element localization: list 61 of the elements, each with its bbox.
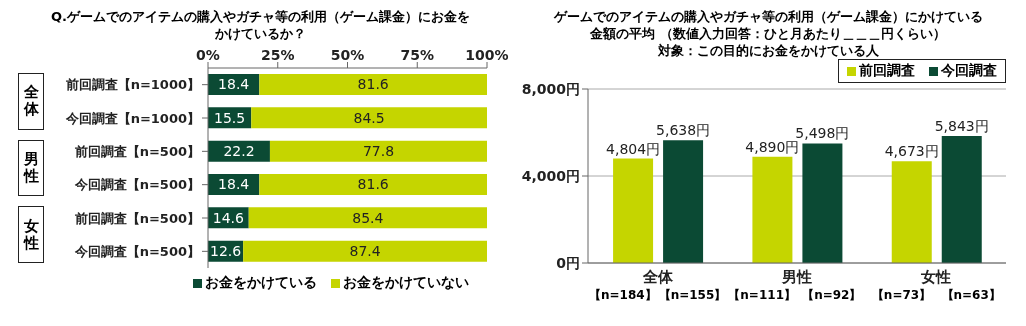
data-label: 12.6 <box>209 243 242 260</box>
y-tick-label: 今回調査【n=500】 <box>73 243 200 259</box>
x-tick-label: 全体 <box>641 267 674 286</box>
chart-title: ゲームでのアイテムの購入やガチャ等の利用（ゲーム課金）にかけている金額の平均 （数値入力回答：ひと月あたり＿＿＿円くらい） <box>552 8 984 42</box>
bar <box>243 240 487 262</box>
bar <box>752 156 793 263</box>
x-tick-label: 男性 <box>781 267 812 286</box>
data-label: 5,843円 <box>934 117 989 134</box>
x-tick-label: 50% <box>330 47 365 63</box>
text: 【n=73】 <box>870 287 933 304</box>
chart-subtitle: 対象：この目的にお金をかけている人 <box>656 42 880 59</box>
y-tick-label: 0円 <box>556 254 580 271</box>
legend-label: 今回調査 <box>940 62 997 80</box>
legend-label: 前回調査 <box>858 62 915 80</box>
y-tick-label: 前回調査【n=1000】 <box>64 77 200 93</box>
data-label: 18.4 <box>218 176 250 193</box>
data-label: 84.5 <box>353 109 385 126</box>
data-label: 85.4 <box>352 209 384 226</box>
y-tick-label: 今回調査【n=500】 <box>73 177 200 193</box>
x-tick-label: 女性 <box>920 267 952 286</box>
data-label: 5,638円 <box>656 122 711 139</box>
text: 【n=184】 <box>588 287 658 304</box>
text: 【n=92】 <box>801 287 863 304</box>
bar <box>259 74 487 95</box>
bar <box>891 161 932 263</box>
y-tick-label: 8,000円 <box>521 80 580 97</box>
y-tick-label: 前回調査【n=500】 <box>73 143 200 159</box>
data-label: 14.6 <box>212 209 245 226</box>
data-label: 81.6 <box>357 76 389 93</box>
x-tick-label: 75% <box>400 47 435 63</box>
x-tick-label: 25% <box>260 47 295 63</box>
bar <box>802 143 843 263</box>
data-label: 4,673円 <box>884 143 939 160</box>
group-label-box: 全体 <box>18 73 44 130</box>
y-tick-label: 4,000円 <box>521 167 580 184</box>
data-label: 77.8 <box>362 143 395 160</box>
bar <box>248 207 487 229</box>
data-label: 15.5 <box>214 109 246 126</box>
group-label-box: 女性 <box>18 206 44 263</box>
text: 【n=111】 <box>727 287 797 304</box>
data-label: 18.4 <box>218 76 250 93</box>
legend-label: お金をかけていない <box>341 274 469 292</box>
text: 【n=63】 <box>940 287 1002 304</box>
legend-label: お金をかけている <box>203 274 317 292</box>
bar <box>663 140 704 263</box>
data-label: 22.2 <box>223 143 255 160</box>
bar <box>269 140 487 162</box>
text: 【n=155】 <box>657 287 728 304</box>
bar <box>613 158 654 263</box>
group-label-box: 男性 <box>18 139 44 197</box>
bar <box>251 107 487 129</box>
x-tick-label: 0% <box>196 47 220 63</box>
bar <box>259 174 487 195</box>
data-label: 81.6 <box>357 176 389 193</box>
chart-title: Q.ゲームでのアイテムの購入やガチャ等の利用（ゲーム課金）にお金をかけているか？ <box>50 8 471 42</box>
y-tick-label: 今回調査【n=1000】 <box>64 110 200 126</box>
data-label: 4,804円 <box>606 140 661 157</box>
y-tick-label: 前回調査【n=500】 <box>73 210 200 226</box>
x-tick-label: 100% <box>465 47 509 63</box>
bar <box>941 135 982 263</box>
data-label: 87.4 <box>349 243 381 260</box>
